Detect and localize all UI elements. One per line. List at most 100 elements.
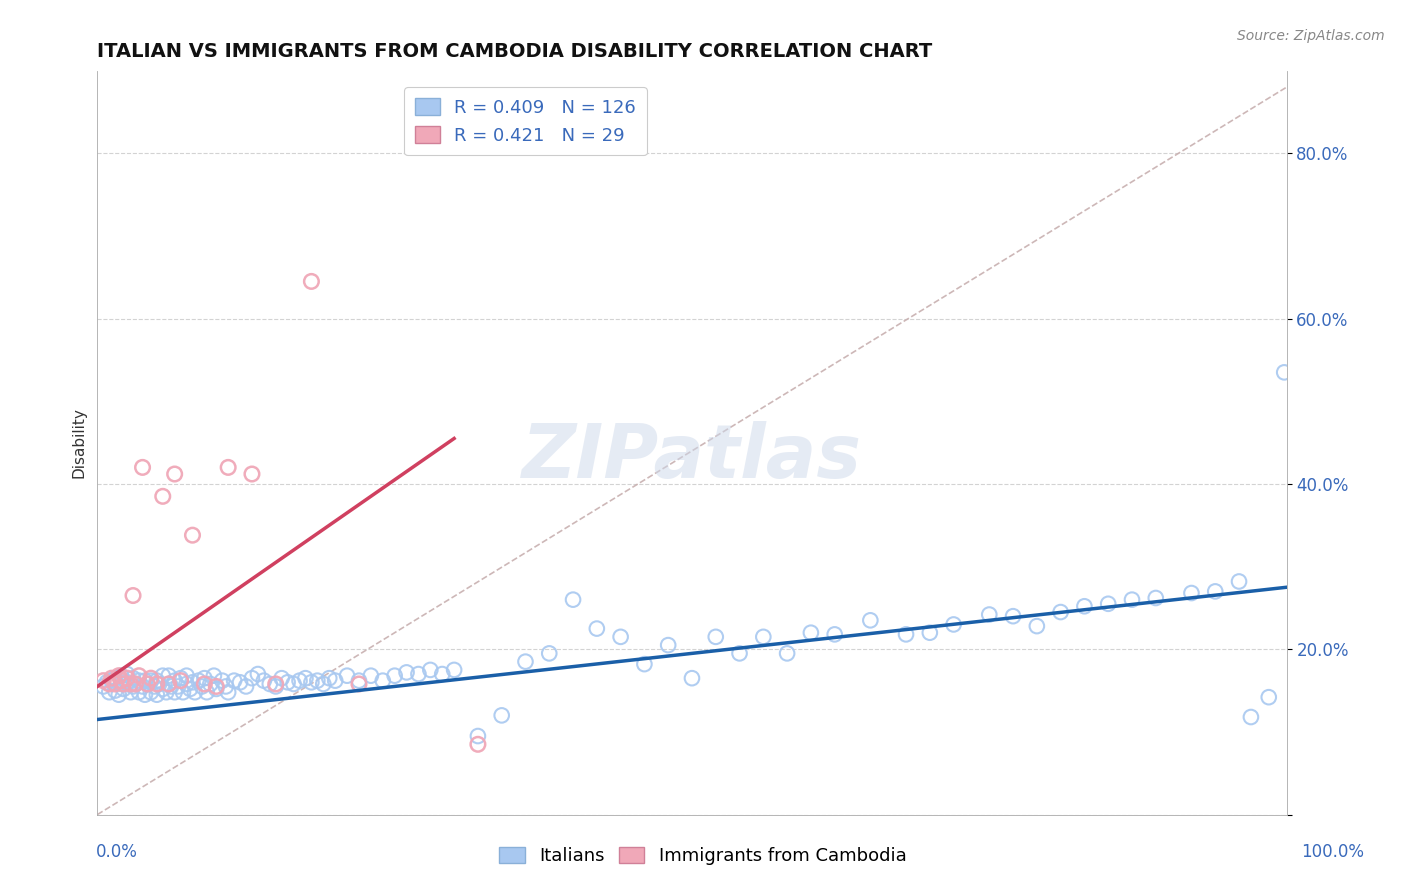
Point	[134, 673, 156, 688]
Point	[181, 675, 204, 690]
Point	[146, 688, 169, 702]
Point	[152, 489, 174, 503]
Point	[104, 677, 127, 691]
Point	[681, 671, 703, 685]
Point	[131, 680, 153, 694]
Point	[318, 671, 340, 685]
Point	[155, 685, 177, 699]
Point	[312, 677, 335, 691]
Point	[752, 630, 775, 644]
Point	[128, 669, 150, 683]
Point	[408, 667, 430, 681]
Point	[246, 667, 269, 681]
Point	[215, 680, 238, 694]
Point	[91, 673, 114, 688]
Point	[98, 685, 121, 699]
Point	[979, 607, 1001, 622]
Point	[1204, 584, 1226, 599]
Point	[918, 625, 941, 640]
Point	[195, 685, 218, 699]
Point	[1240, 710, 1263, 724]
Point	[193, 677, 215, 691]
Point	[163, 467, 186, 481]
Point	[100, 671, 122, 685]
Point	[157, 677, 180, 691]
Point	[181, 528, 204, 542]
Point	[253, 673, 276, 688]
Point	[299, 675, 322, 690]
Point	[205, 681, 228, 696]
Point	[240, 671, 263, 685]
Point	[800, 625, 823, 640]
Point	[91, 680, 114, 694]
Point	[100, 673, 122, 688]
Point	[283, 677, 305, 691]
Point	[134, 688, 156, 702]
Point	[104, 683, 127, 698]
Point	[163, 673, 186, 688]
Point	[120, 677, 142, 691]
Point	[585, 622, 607, 636]
Point	[143, 680, 166, 694]
Text: Source: ZipAtlas.com: Source: ZipAtlas.com	[1237, 29, 1385, 43]
Point	[323, 673, 346, 688]
Point	[163, 685, 186, 699]
Point	[131, 460, 153, 475]
Point	[776, 646, 799, 660]
Point	[395, 665, 418, 680]
Point	[172, 685, 194, 699]
Point	[1097, 597, 1119, 611]
Point	[104, 671, 127, 685]
Point	[235, 680, 257, 694]
Point	[217, 460, 239, 475]
Point	[128, 673, 150, 688]
Point	[229, 675, 252, 690]
Point	[1272, 365, 1295, 379]
Point	[859, 613, 882, 627]
Point	[336, 669, 359, 683]
Point	[148, 677, 170, 691]
Point	[152, 669, 174, 683]
Point	[176, 669, 198, 683]
Point	[122, 680, 145, 694]
Point	[184, 685, 207, 699]
Point	[139, 685, 162, 699]
Point	[146, 677, 169, 691]
Text: 0.0%: 0.0%	[96, 843, 138, 861]
Point	[609, 630, 631, 644]
Point	[187, 673, 209, 688]
Point	[157, 669, 180, 683]
Point	[515, 655, 537, 669]
Point	[277, 675, 299, 690]
Point	[98, 677, 121, 691]
Point	[259, 677, 281, 691]
Text: 100.0%: 100.0%	[1301, 843, 1364, 861]
Point	[294, 671, 316, 685]
Point	[110, 673, 132, 688]
Point	[112, 677, 135, 691]
Point	[115, 675, 138, 690]
Point	[371, 673, 394, 688]
Point	[538, 646, 561, 660]
Point	[205, 680, 228, 694]
Point	[176, 677, 198, 691]
Point	[191, 680, 214, 694]
Point	[107, 669, 129, 683]
Point	[202, 669, 225, 683]
Point	[491, 708, 513, 723]
Point	[169, 671, 191, 685]
Point	[110, 669, 132, 683]
Point	[1121, 592, 1143, 607]
Point	[1049, 605, 1071, 619]
Point	[1144, 591, 1167, 605]
Point	[1257, 690, 1279, 705]
Legend: R = 0.409   N = 126, R = 0.421   N = 29: R = 0.409 N = 126, R = 0.421 N = 29	[404, 87, 647, 155]
Point	[169, 673, 191, 688]
Point	[467, 729, 489, 743]
Point	[299, 274, 322, 288]
Point	[193, 671, 215, 685]
Point	[136, 677, 159, 691]
Point	[136, 677, 159, 691]
Point	[224, 673, 246, 688]
Point	[288, 673, 311, 688]
